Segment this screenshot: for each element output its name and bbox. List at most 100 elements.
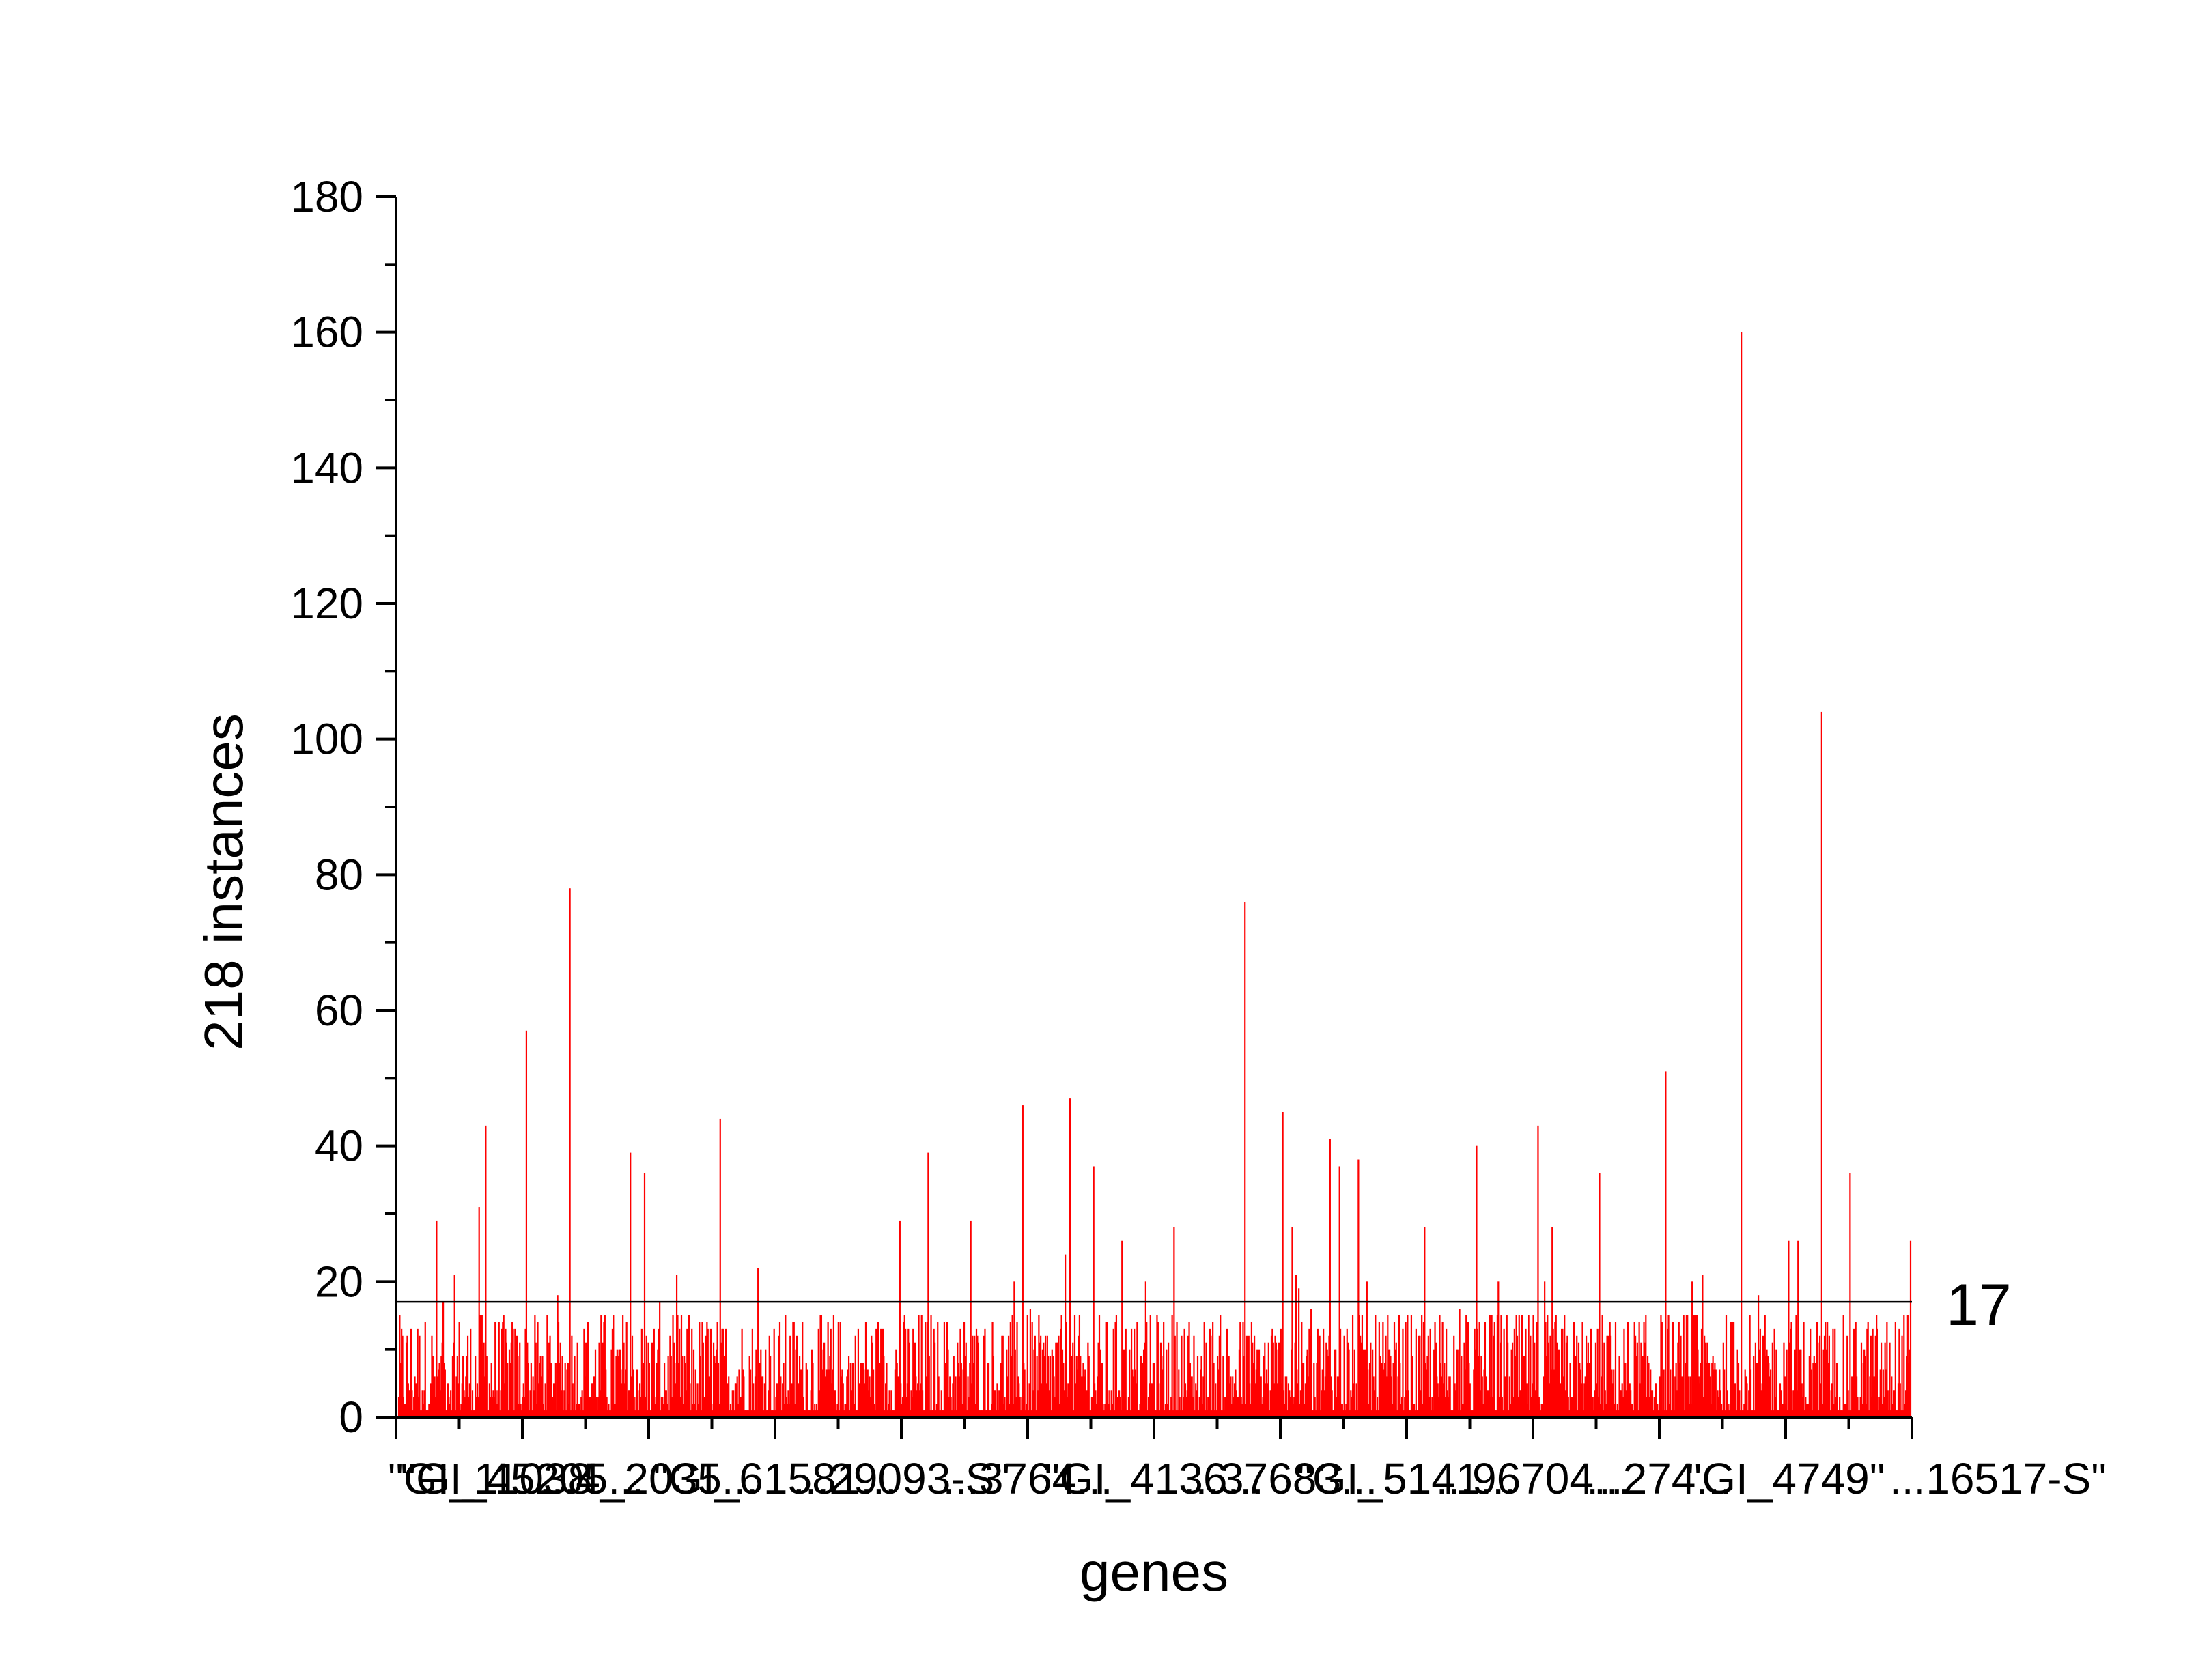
- bar: [1226, 1328, 1228, 1417]
- bar: [731, 1410, 733, 1417]
- bar: [687, 1376, 689, 1417]
- bar: [1385, 1335, 1387, 1417]
- bar: [935, 1404, 938, 1417]
- bar: [918, 1315, 920, 1417]
- bar: [1209, 1328, 1211, 1417]
- bar: [881, 1410, 883, 1417]
- bar: [800, 1369, 802, 1417]
- bar: [1674, 1376, 1676, 1417]
- bar: [963, 1322, 966, 1417]
- bar: [434, 1397, 437, 1417]
- bar: [1353, 1349, 1355, 1417]
- bar: [780, 1376, 782, 1417]
- bar: [689, 1383, 691, 1417]
- bar: [1092, 1397, 1094, 1417]
- bar: [1860, 1342, 1863, 1417]
- bar: [1843, 1404, 1846, 1417]
- bar: [1023, 1363, 1025, 1417]
- y-tick-label: 180: [290, 172, 363, 221]
- bar: [453, 1275, 455, 1417]
- bar: [950, 1397, 952, 1417]
- bar: [1577, 1342, 1580, 1417]
- bar: [562, 1410, 565, 1417]
- bar: [1120, 1410, 1122, 1417]
- bar: [826, 1369, 828, 1417]
- bar: [682, 1404, 684, 1417]
- bar: [567, 1363, 569, 1417]
- bar: [1196, 1356, 1199, 1417]
- bar: [468, 1383, 470, 1417]
- bar: [1508, 1376, 1511, 1417]
- bar: [1051, 1349, 1053, 1417]
- bar: [776, 1383, 778, 1417]
- bar: [1800, 1349, 1802, 1417]
- bar: [802, 1397, 804, 1417]
- bar: [1006, 1376, 1009, 1417]
- bar: [564, 1363, 566, 1417]
- bar: [1876, 1328, 1878, 1417]
- bar: [412, 1410, 414, 1417]
- bar: [1747, 1410, 1749, 1417]
- bar: [1544, 1281, 1546, 1417]
- bar: [1149, 1315, 1151, 1417]
- bar: [1611, 1383, 1614, 1417]
- bar: [522, 1383, 524, 1417]
- bar: [1771, 1342, 1773, 1417]
- bar: [1195, 1383, 1197, 1417]
- bar: [1705, 1363, 1708, 1417]
- bar: [1779, 1383, 1782, 1417]
- bar: [617, 1356, 619, 1417]
- bar: [1559, 1390, 1561, 1417]
- bar: [1144, 1281, 1146, 1417]
- bar: [623, 1383, 626, 1417]
- bar: [1127, 1397, 1130, 1417]
- bar: [680, 1315, 683, 1417]
- bar: [633, 1397, 635, 1417]
- bar: [1017, 1376, 1019, 1417]
- bar: [422, 1404, 425, 1417]
- bar: [584, 1376, 586, 1417]
- bar: [648, 1363, 651, 1417]
- bar: [1855, 1376, 1858, 1417]
- bar: [1341, 1404, 1343, 1417]
- bar: [1734, 1383, 1736, 1417]
- bar: [1259, 1376, 1261, 1417]
- bar: [1272, 1342, 1274, 1417]
- bar: [1301, 1322, 1303, 1417]
- bar: [888, 1404, 890, 1417]
- bar: [461, 1383, 463, 1417]
- bar: [1788, 1342, 1790, 1417]
- bar: [1573, 1322, 1575, 1417]
- bar: [608, 1404, 610, 1417]
- bar: [1112, 1328, 1114, 1417]
- bar: [1044, 1335, 1047, 1417]
- bar: [1862, 1363, 1864, 1417]
- bar: [1695, 1315, 1698, 1417]
- bar: [1645, 1315, 1647, 1417]
- bar: [1506, 1315, 1508, 1417]
- bar: [937, 1322, 939, 1417]
- bar: [634, 1410, 636, 1417]
- bar: [1154, 1410, 1156, 1417]
- bar: [1342, 1410, 1345, 1417]
- bar: [1835, 1397, 1837, 1417]
- bar: [1657, 1410, 1659, 1417]
- bar: [561, 1356, 563, 1417]
- bar: [1046, 1335, 1048, 1417]
- bar: [1242, 1322, 1244, 1417]
- bar: [1147, 1397, 1150, 1417]
- bar: [1273, 1383, 1276, 1417]
- bar: [1808, 1356, 1810, 1417]
- bar: [1539, 1404, 1541, 1417]
- bar: [569, 1410, 572, 1417]
- bar: [1360, 1342, 1362, 1417]
- bar: [1169, 1410, 1171, 1417]
- bar: [795, 1349, 797, 1417]
- bar: [1643, 1322, 1645, 1417]
- bar: [427, 1410, 430, 1417]
- bar: [574, 1410, 577, 1417]
- bar: [1882, 1369, 1884, 1417]
- bar: [417, 1328, 419, 1417]
- bar: [805, 1363, 807, 1417]
- bar: [728, 1376, 730, 1417]
